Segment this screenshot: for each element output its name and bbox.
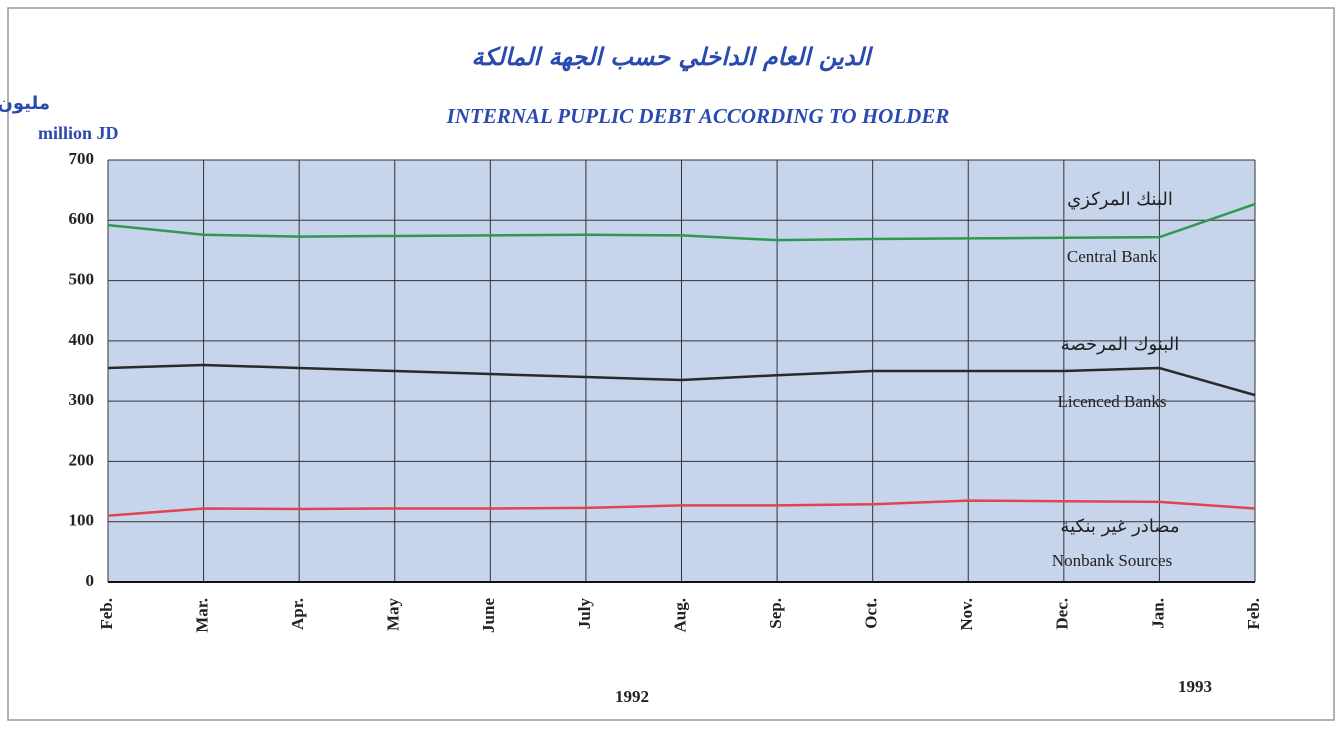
- y-tick-label: 0: [86, 571, 95, 590]
- y-tick-label: 200: [69, 450, 95, 469]
- y-tick-label: 400: [69, 330, 95, 349]
- x-tick-label: Feb.: [97, 598, 116, 630]
- y-tick-label: 100: [69, 511, 95, 530]
- series-label-ar: البنك المركزي: [1067, 189, 1173, 210]
- x-tick-label: June: [479, 598, 498, 633]
- series-line: [107, 363, 1256, 397]
- chart-title-ar: الدين العام الداخلي حسب الجهة المالكة: [472, 43, 874, 72]
- series-line: [107, 499, 1256, 517]
- x-tick-label: Oct.: [862, 598, 881, 629]
- x-tick-label: Sep.: [766, 598, 785, 629]
- y-axis-label-ar: مليون دينار: [0, 93, 50, 114]
- year-label: 1992: [615, 687, 649, 706]
- y-tick-label: 600: [69, 209, 95, 228]
- y-tick-label: 500: [69, 269, 95, 288]
- series-label-ar: البنوك المرخصة: [1061, 334, 1179, 355]
- x-tick-label: Aug.: [670, 598, 689, 632]
- x-tick-label: Dec.: [1053, 598, 1072, 630]
- x-tick-label: Jan.: [1148, 598, 1167, 629]
- y-tick-label: 300: [69, 390, 95, 409]
- year-label: 1993: [1178, 677, 1212, 696]
- x-tick-label: Nov.: [957, 598, 976, 631]
- x-tick-label: Mar.: [192, 598, 211, 633]
- x-tick-label: Feb.: [1244, 598, 1263, 630]
- x-tick-label: July: [575, 598, 594, 630]
- chart-title: INTERNAL PUPLIC DEBT ACCORDING TO HOLDER: [446, 104, 950, 128]
- y-tick-label: 700: [69, 149, 95, 168]
- series-label: Central Bank: [1067, 247, 1158, 266]
- series-label: Nonbank Sources: [1052, 551, 1172, 570]
- y-axis-label: million JD: [38, 123, 119, 143]
- series-line: [107, 202, 1256, 242]
- series-label-ar: مصادر غير بنكية: [1060, 516, 1179, 537]
- x-tick-label: May: [384, 598, 403, 632]
- x-tick-label: Apr.: [288, 598, 307, 630]
- series-label: Licenced Banks: [1057, 392, 1166, 411]
